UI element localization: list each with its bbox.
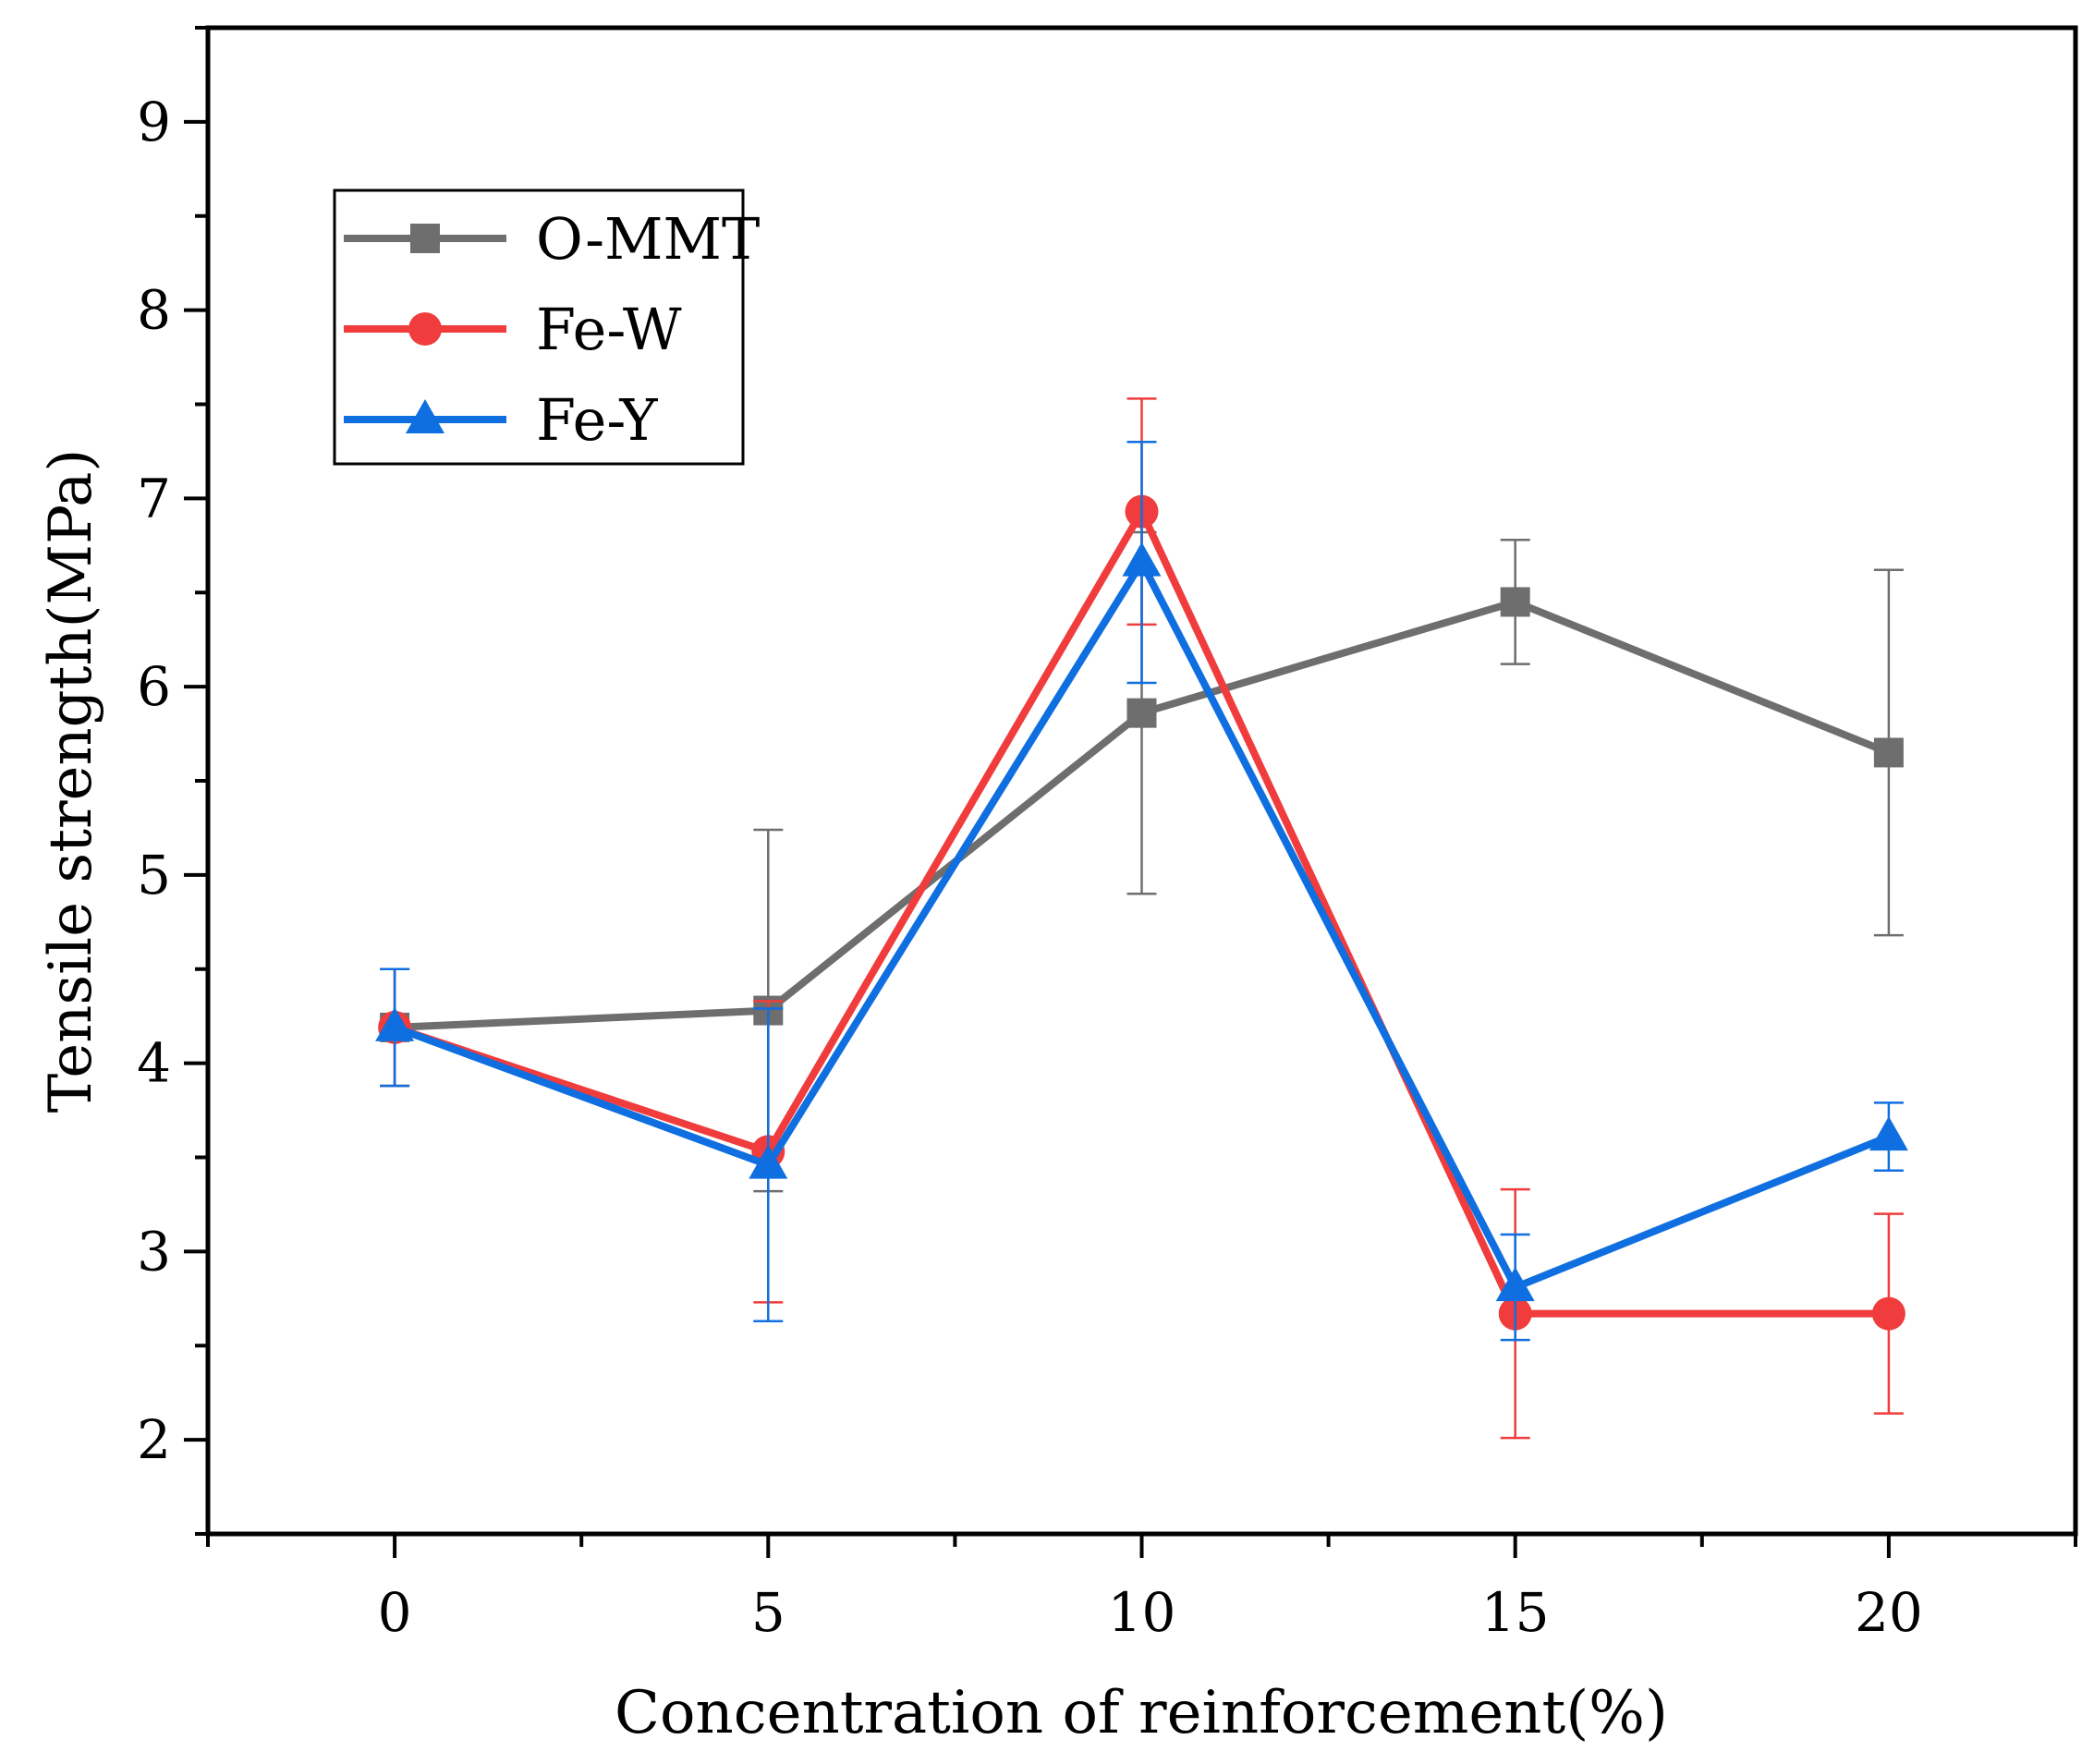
y-tick-label: 4	[137, 1032, 171, 1095]
x-axis-label: Concentration of reinforcement(%)	[615, 1679, 1668, 1747]
x-tick-label: 20	[1855, 1581, 1923, 1644]
data-point-o-mmt	[1126, 698, 1157, 728]
x-tick-label: 10	[1108, 1581, 1176, 1644]
data-point-o-mmt	[1500, 587, 1530, 617]
series-layer	[375, 397, 1908, 1440]
data-point-fe-w	[1871, 1296, 1905, 1331]
legend-marker-fe-w	[408, 312, 442, 346]
legend-label-o-mmt: O-MMT	[536, 205, 760, 273]
data-point-fe-y	[375, 1006, 415, 1041]
legend-marker-fe-y	[406, 399, 444, 433]
y-tick-label: 3	[137, 1220, 171, 1283]
x-tick-label: 15	[1481, 1581, 1550, 1644]
data-point-fe-y	[1869, 1116, 1908, 1151]
series-fe-y	[375, 441, 1908, 1342]
y-tick-label: 2	[137, 1408, 171, 1471]
legend: O-MMT Fe-W Fe-Y	[333, 189, 760, 466]
y-tick-label: 8	[137, 279, 171, 342]
legend-label-fe-y: Fe-Y	[536, 386, 658, 454]
data-point-o-mmt	[1873, 737, 1904, 768]
data-point-fe-y	[1495, 1267, 1535, 1302]
legend-label-fe-w: Fe-W	[536, 296, 682, 363]
legend-marker-o-mmt	[410, 224, 440, 253]
y-tick-label: 5	[137, 844, 171, 906]
y-tick-label: 7	[137, 467, 171, 529]
y-tick-label: 9	[137, 91, 171, 153]
data-point-fe-y	[749, 1144, 788, 1179]
data-point-fe-y	[1122, 541, 1162, 577]
x-tick-label: 5	[751, 1581, 785, 1644]
axis-ticks: 0 5 10 15 20 2 3 4 5 6 7 8 9	[137, 26, 2077, 1644]
x-tick-label: 0	[378, 1581, 412, 1644]
y-tick-label: 6	[137, 655, 171, 718]
y-axis-label: Tensile strength(MPa)	[37, 449, 105, 1113]
